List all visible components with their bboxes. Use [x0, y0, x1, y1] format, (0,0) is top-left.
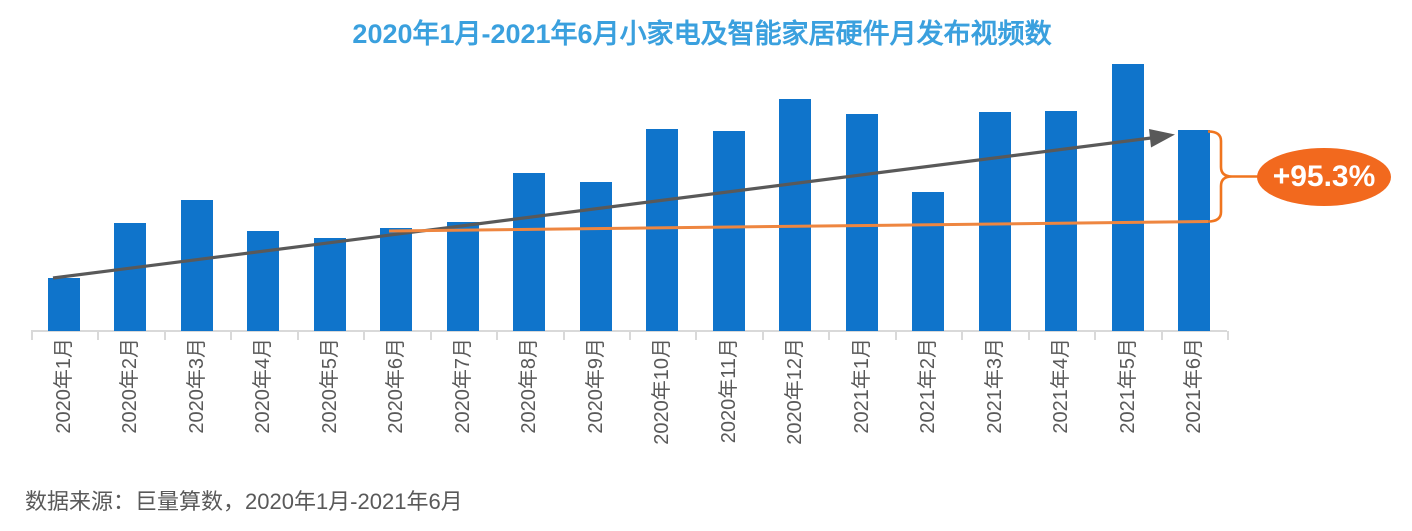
chart-bar	[446, 221, 479, 331]
x-axis-label: 2020年9月	[584, 338, 607, 434]
x-axis-tick	[562, 331, 565, 340]
x-axis-tick	[1160, 331, 1163, 340]
x-axis-tick	[761, 331, 764, 340]
x-axis-tick	[828, 331, 831, 340]
chart-title: 2020年1月-2021年6月小家电及智能家居硬件月发布视频数	[352, 19, 1052, 49]
x-axis-tick	[363, 331, 366, 340]
x-axis-label: 2020年10月	[651, 338, 674, 445]
x-axis-label: 2021年5月	[1116, 338, 1139, 434]
x-axis-label: 2020年4月	[252, 338, 275, 434]
trend-arrow-head-icon	[1149, 129, 1175, 148]
x-axis-line	[30, 330, 1228, 332]
x-axis-tick	[230, 331, 233, 340]
x-axis-tick	[894, 331, 897, 340]
x-axis-tick	[30, 331, 33, 340]
x-axis-tick	[1094, 331, 1097, 340]
chart-bar	[579, 181, 612, 331]
x-axis-label: 2020年8月	[518, 338, 541, 434]
x-axis-label: 2020年3月	[185, 338, 208, 434]
x-axis-tick	[961, 331, 964, 340]
brace-icon	[1207, 130, 1233, 223]
chart-bar	[1177, 129, 1210, 331]
x-axis-tick	[695, 331, 698, 340]
x-axis-tick	[97, 331, 100, 340]
chart-bar	[380, 228, 413, 331]
chart-bar	[978, 111, 1011, 331]
chart-bar	[180, 200, 213, 331]
x-axis-label: 2020年6月	[385, 338, 408, 434]
chart-bar	[712, 131, 745, 331]
source-note: 数据来源：巨量算数，2020年1月-2021年6月	[25, 489, 463, 514]
x-axis-tick	[429, 331, 432, 340]
chart-bar	[1111, 64, 1144, 331]
x-axis-tick	[163, 331, 166, 340]
chart-bar	[313, 238, 346, 331]
x-axis-label: 2021年4月	[1050, 338, 1073, 434]
chart-bar	[912, 191, 945, 331]
chart-bar	[114, 222, 147, 331]
chart-bar	[646, 129, 679, 331]
x-axis-label: 2020年12月	[784, 338, 807, 445]
x-axis-label: 2020年2月	[119, 338, 142, 434]
chart-bar	[779, 99, 812, 331]
x-axis-label: 2021年3月	[983, 338, 1006, 434]
x-axis-tick	[1227, 331, 1230, 340]
chart-bar	[513, 173, 546, 331]
x-axis-tick	[1027, 331, 1030, 340]
growth-badge: +95.3%	[1257, 148, 1391, 206]
chart-bar	[247, 231, 280, 331]
x-axis-tick	[628, 331, 631, 340]
growth-badge-label: +95.3%	[1272, 160, 1376, 193]
x-axis-label: 2020年1月	[53, 338, 75, 434]
x-axis-tick	[496, 331, 499, 340]
x-axis-label: 2021年1月	[850, 338, 873, 434]
x-axis-label: 2021年6月	[1182, 338, 1205, 434]
x-axis-label: 2021年2月	[917, 338, 940, 434]
x-axis-label: 2020年11月	[717, 338, 740, 444]
x-axis-tick	[296, 331, 299, 340]
chart-bar	[1045, 110, 1078, 331]
chart-bar	[48, 278, 80, 331]
chart-bar	[845, 113, 878, 331]
x-axis-label: 2020年7月	[451, 338, 474, 434]
x-axis-label: 2020年5月	[318, 338, 341, 434]
